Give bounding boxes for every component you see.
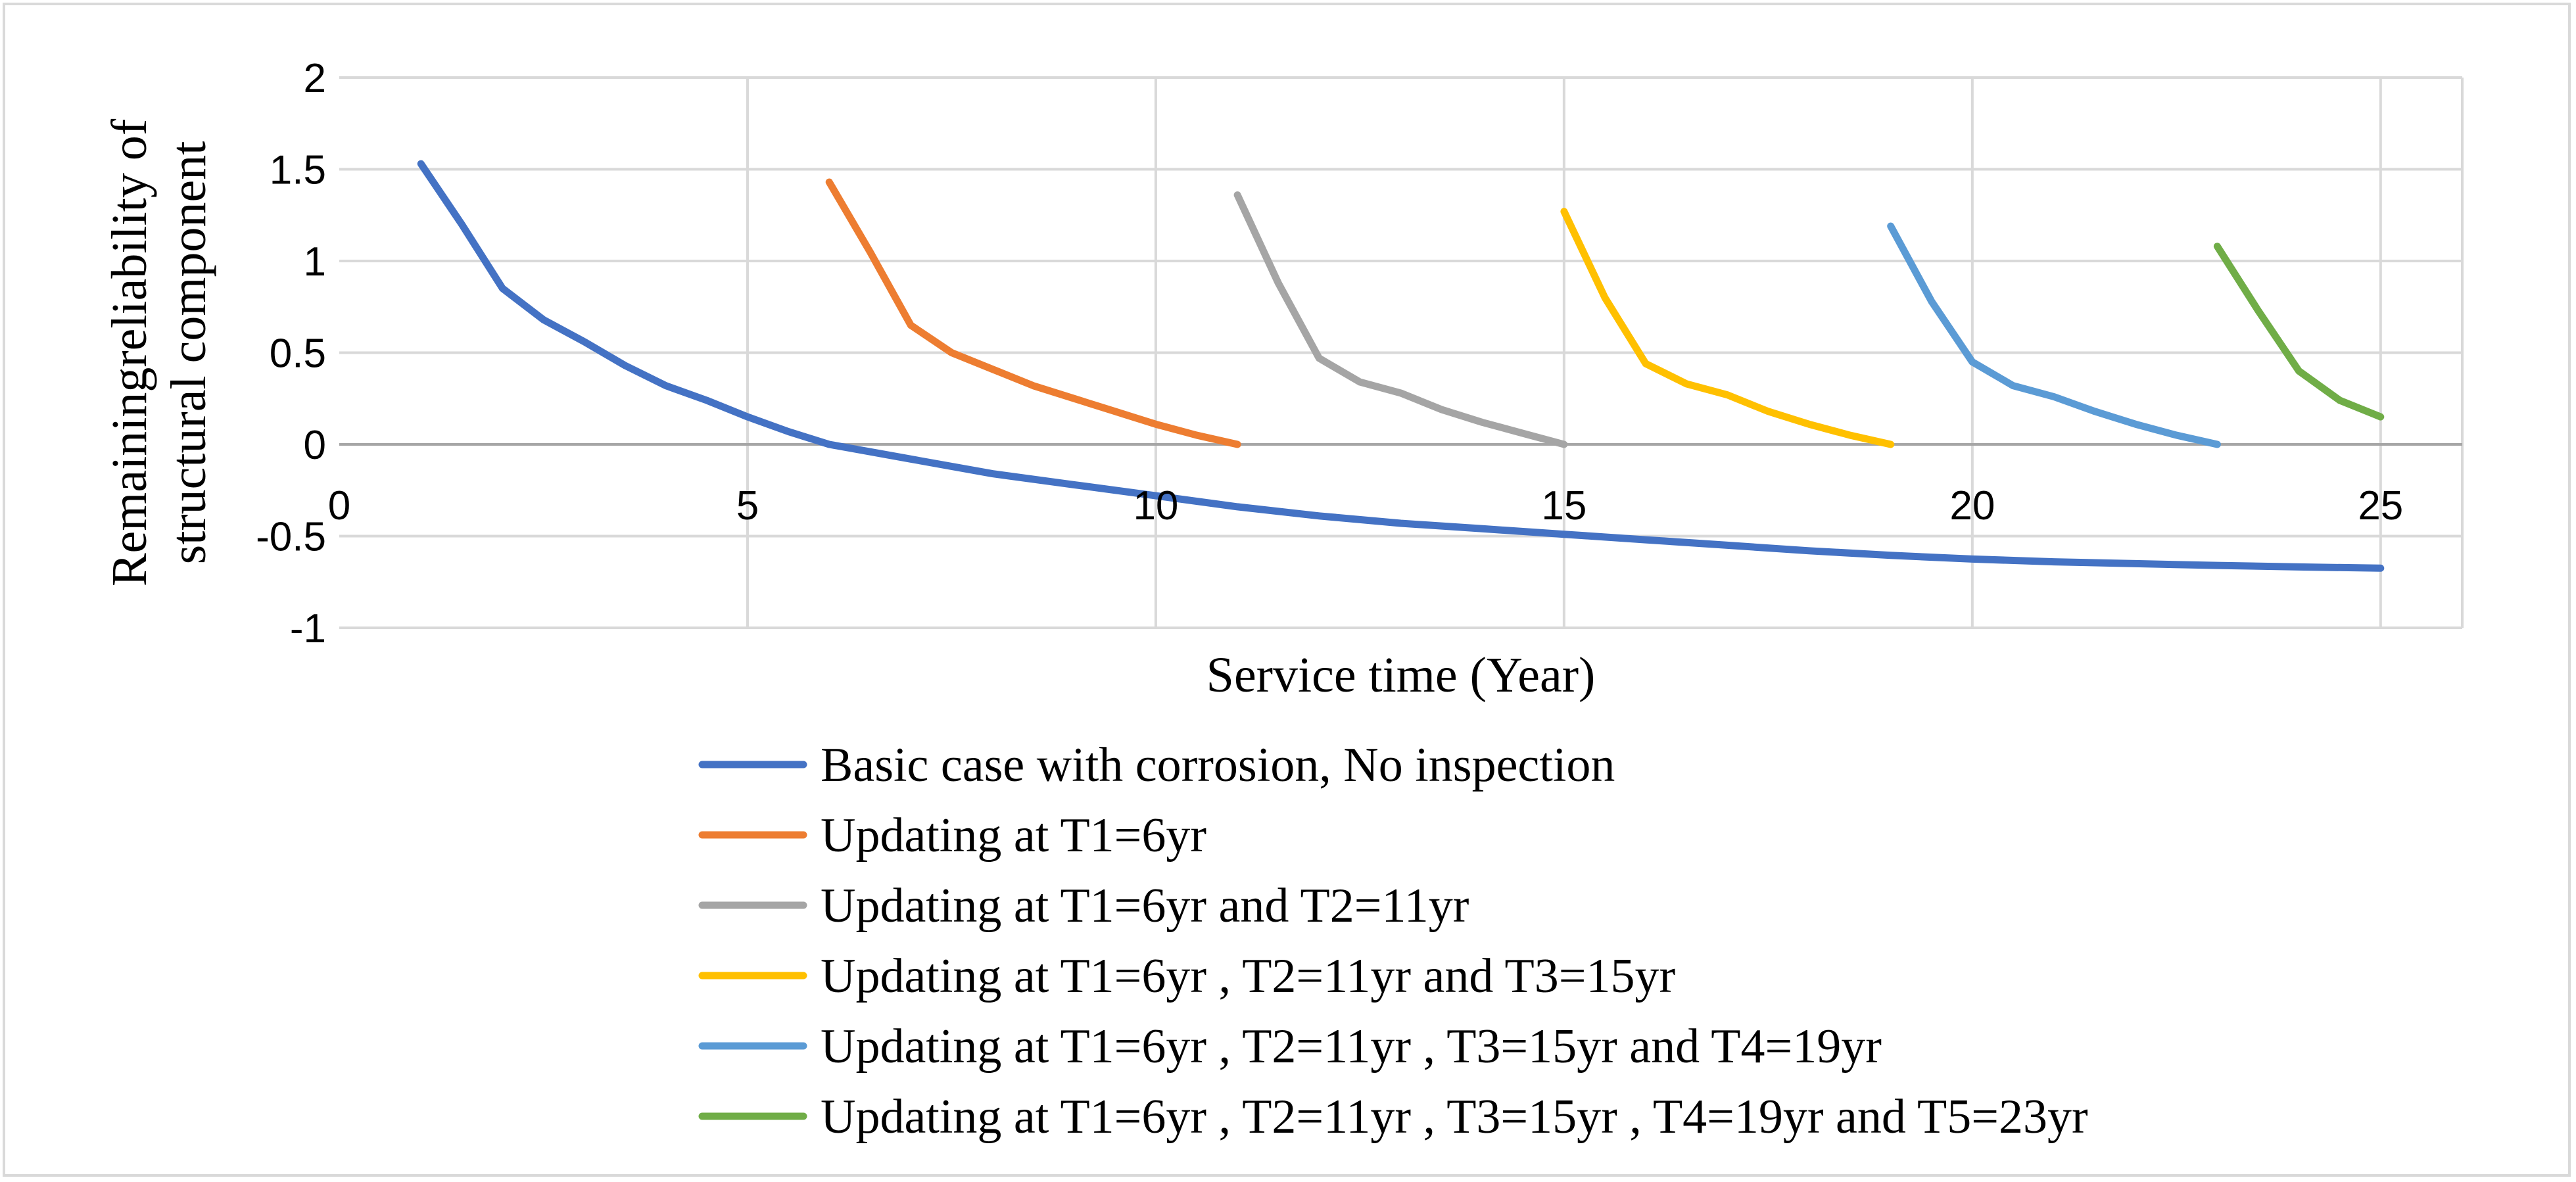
y-tick-label: 2: [304, 56, 326, 101]
y-tick-labels: 2 1.5 1 0.5 0 -0.5 -1: [256, 56, 326, 651]
legend-label: Updating at T1=6yr , T2=11yr , T3=15yr ,…: [821, 1090, 2088, 1144]
grid: [339, 76, 2464, 629]
series-line-6: [2213, 243, 2385, 421]
y-tick-label: -1: [290, 606, 326, 651]
x-axis-title: Service time (Year): [1206, 648, 1596, 703]
y-tick-label: 0.5: [270, 331, 326, 377]
series-lines: [417, 160, 2385, 572]
y-tick-label: 1: [304, 239, 326, 285]
y-tick-label: 1.5: [270, 148, 326, 193]
legend-item: Updating at T1=6yr , T2=11yr , T3=15yr ,…: [698, 1090, 2088, 1144]
series-line-1: [417, 160, 2385, 572]
y-tick-label: 0: [304, 423, 326, 468]
series-line-4: [1560, 208, 1895, 448]
legend-label: Updating at T1=6yr , T2=11yr , T3=15yr a…: [821, 1020, 1882, 1074]
legend-label: Updating at T1=6yr and T2=11yr: [821, 879, 1469, 933]
legend-label: Updating at T1=6yr: [821, 809, 1206, 863]
x-tick-label: 5: [736, 483, 759, 529]
series-line-2: [825, 178, 1241, 448]
series-line-5: [1887, 222, 2221, 448]
x-tick-label: 0: [328, 483, 350, 529]
y-axis-title: Remainingreliability of structural compon…: [102, 118, 216, 586]
x-tick-label: 25: [2358, 483, 2403, 529]
series-line-3: [1233, 191, 1568, 448]
legend-label: Updating at T1=6yr , T2=11yr and T3=15yr: [821, 949, 1675, 1003]
x-tick-label: 10: [1133, 483, 1178, 529]
legend-item: Updating at T1=6yr and T2=11yr: [698, 879, 1469, 933]
legend-item: Updating at T1=6yr: [698, 809, 1206, 863]
x-tick-labels: 0 5 10 15 20 25: [328, 483, 2404, 529]
x-tick-label: 20: [1949, 483, 1995, 529]
y-tick-label: -0.5: [256, 515, 326, 560]
legend-item: Updating at T1=6yr , T2=11yr , T3=15yr a…: [698, 1020, 1882, 1074]
legend-label: Basic case with corrosion, No inspection: [821, 738, 1615, 792]
chart-frame: [3, 3, 2571, 1177]
legend-item: Updating at T1=6yr , T2=11yr and T3=15yr: [698, 949, 1675, 1003]
y-axis-title-line: structural component: [161, 141, 216, 565]
legend: Basic case with corrosion, No inspection…: [698, 738, 2088, 1144]
legend-item: Basic case with corrosion, No inspection: [698, 738, 1615, 792]
x-tick-label: 15: [1541, 483, 1586, 529]
y-axis-title-line: Remainingreliability of: [102, 118, 157, 586]
